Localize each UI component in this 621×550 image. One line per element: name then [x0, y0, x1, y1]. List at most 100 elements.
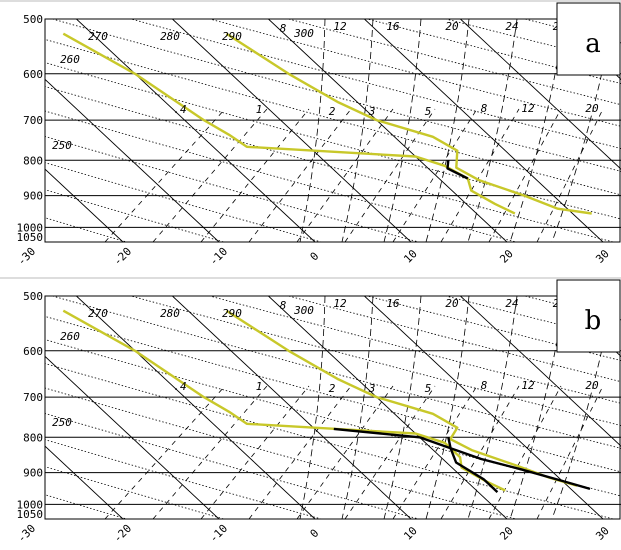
mixing-ratio-label-20: 20: [585, 102, 599, 115]
mixing-ratio-label-2: 2: [329, 105, 336, 118]
theta-e-label-2: 2: [553, 20, 560, 33]
panel-label-box: [556, 2, 621, 76]
isotherm: [460, 19, 621, 170]
pressure-tick-1000: 1000: [17, 498, 44, 511]
theta-label-280: 280: [160, 30, 180, 43]
sounding-series-2: [225, 309, 578, 487]
sounding-series-3: [333, 427, 499, 493]
plot-frame: [44, 295, 621, 520]
plot-frame: [44, 18, 621, 243]
dry-adiabat: [51, 296, 621, 449]
theta-label-260: 260: [60, 330, 80, 343]
dry-adiabat: [45, 439, 323, 519]
pressure-tick-600: 600: [23, 345, 43, 358]
dry-adiabat: [45, 387, 518, 519]
mixing-ratio-line: [392, 108, 478, 242]
dry-adiabat: [287, 19, 621, 106]
pressure-tick-500: 500: [23, 13, 43, 26]
mixing-ratio-line: [200, 108, 310, 242]
temp-tick-0: 0: [308, 527, 322, 541]
theta-e-label-20: 20: [445, 20, 459, 33]
moist-adiabat: [341, 19, 374, 242]
temp-tick-20: 20: [497, 524, 516, 543]
mixing-ratio-label-5: 5: [425, 382, 432, 395]
mixing-ratio-line: [248, 385, 352, 519]
mixing-ratio-line: [344, 385, 436, 519]
theta-label-250: 250: [52, 139, 72, 152]
isotherm: [45, 445, 124, 519]
pressure-tick-700: 700: [23, 114, 43, 127]
mixing-ratio-line: [392, 385, 478, 519]
panel-label-b: b: [585, 306, 602, 336]
pressure-tick-700: 700: [23, 391, 43, 404]
theta-e-label-20: 20: [445, 297, 459, 310]
mixing-ratio-label-1: 1: [256, 103, 263, 116]
theta-e-label-2: 2: [553, 297, 560, 310]
mixing-ratio-label-12: 12: [521, 379, 535, 392]
isotherm: [76, 19, 316, 242]
isotherm: [460, 296, 621, 447]
theta-label-290: 290: [222, 307, 242, 320]
mixing-ratio-line: [200, 385, 310, 519]
mixing-ratio-label-1: 1: [256, 380, 263, 393]
temp-tick--20: -20: [111, 245, 134, 268]
isotherm: [76, 296, 316, 519]
mixing-ratio-label-3: 3: [368, 382, 376, 395]
moist-adiabat: [467, 19, 518, 242]
dry-adiabat: [45, 62, 621, 220]
isotherm: [0, 296, 27, 519]
theta-label-260: 260: [60, 53, 80, 66]
theta-label-300: 300: [293, 304, 314, 317]
temp-tick-30: 30: [593, 524, 612, 543]
pressure-tick-1050: 1050: [17, 231, 44, 244]
isotherm: [45, 355, 220, 519]
theta-e-label-24: 24: [505, 297, 518, 310]
dry-adiabat: [287, 296, 621, 383]
temp-tick-10: 10: [401, 524, 420, 543]
mixing-ratio-label-3: 3: [368, 105, 376, 118]
theta-label-280: 280: [160, 307, 180, 320]
plot-area: [45, 19, 621, 242]
temp-tick--10: -10: [207, 522, 230, 545]
temp-tick--10: -10: [207, 245, 230, 268]
sounding-series-3: [446, 160, 469, 180]
dry-adiabat: [51, 19, 621, 172]
temp-tick-0: 0: [308, 250, 322, 264]
moist-adiabat: [425, 19, 470, 242]
mixing-ratio-line: [296, 385, 394, 519]
mixing-ratio-label-20: 20: [585, 379, 599, 392]
moist-adiabat: [425, 296, 470, 519]
pressure-tick-1000: 1000: [17, 221, 44, 234]
moist-adiabat: [467, 296, 518, 519]
temp-tick--20: -20: [111, 522, 134, 545]
theta-e-label-12: 12: [333, 297, 347, 310]
temp-tick-30: 30: [593, 247, 612, 266]
pressure-tick-800: 800: [23, 154, 43, 167]
pressure-tick-900: 900: [23, 467, 43, 480]
mixing-ratio-label-12: 12: [521, 102, 535, 115]
theta-e-label-12: 12: [333, 20, 347, 33]
mixing-ratio-label-p4: .4: [173, 103, 186, 116]
isotherm: [45, 168, 124, 242]
panel-label-a: a: [585, 29, 601, 59]
dry-adiabat: [45, 110, 518, 242]
temp-tick--30: -30: [15, 522, 38, 545]
pressure-tick-900: 900: [23, 190, 43, 203]
temp-tick-20: 20: [497, 247, 516, 266]
pressure-tick-1050: 1050: [17, 508, 44, 521]
panel-label-box: [556, 279, 621, 353]
mixing-ratio-line: [248, 108, 352, 242]
temp-tick--30: -30: [15, 245, 38, 268]
sounding-series-2: [225, 32, 592, 215]
sounding-series-1: [62, 32, 516, 215]
mixing-ratio-label-8: 8: [481, 102, 488, 115]
mixing-ratio-label-8: 8: [481, 379, 488, 392]
theta-label-290: 290: [222, 30, 242, 43]
pressure-tick-500: 500: [23, 290, 43, 303]
pressure-tick-600: 600: [23, 68, 43, 81]
pressure-tick-800: 800: [23, 431, 43, 444]
